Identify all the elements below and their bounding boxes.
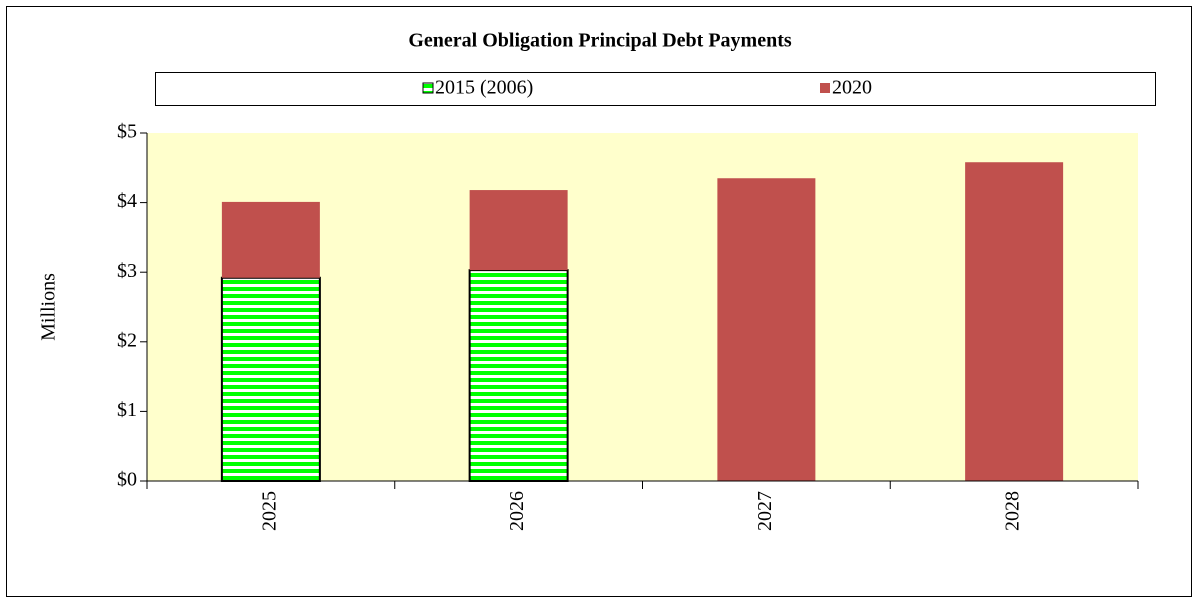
x-tick-label: 2026 bbox=[506, 491, 528, 531]
x-tick-label: 2028 bbox=[1002, 491, 1024, 531]
bar-segment bbox=[965, 162, 1064, 481]
bar-segment bbox=[220, 276, 321, 482]
y-axis-label: Millions bbox=[38, 273, 60, 341]
legend-label: 2020 bbox=[832, 77, 872, 99]
y-tick-label: $1 bbox=[117, 399, 137, 421]
y-tick-label: $3 bbox=[117, 260, 137, 282]
y-tick-label: $4 bbox=[117, 190, 137, 212]
y-tick-label: $5 bbox=[117, 121, 137, 143]
chart-title: General Obligation Principal Debt Paymen… bbox=[408, 30, 792, 52]
x-tick-label: 2027 bbox=[754, 491, 776, 531]
legend-swatch bbox=[820, 83, 830, 93]
x-tick-label: 2025 bbox=[258, 491, 280, 531]
bar-segment bbox=[717, 178, 816, 482]
y-tick-label: $0 bbox=[117, 469, 137, 491]
legend-label: 2015 (2006) bbox=[435, 77, 533, 99]
bar-segment bbox=[221, 201, 320, 278]
bar-segment bbox=[468, 269, 569, 482]
bar-segment bbox=[469, 190, 568, 271]
legend-box bbox=[155, 72, 1156, 106]
y-tick-label: $2 bbox=[117, 329, 137, 351]
legend-swatch bbox=[422, 82, 434, 94]
